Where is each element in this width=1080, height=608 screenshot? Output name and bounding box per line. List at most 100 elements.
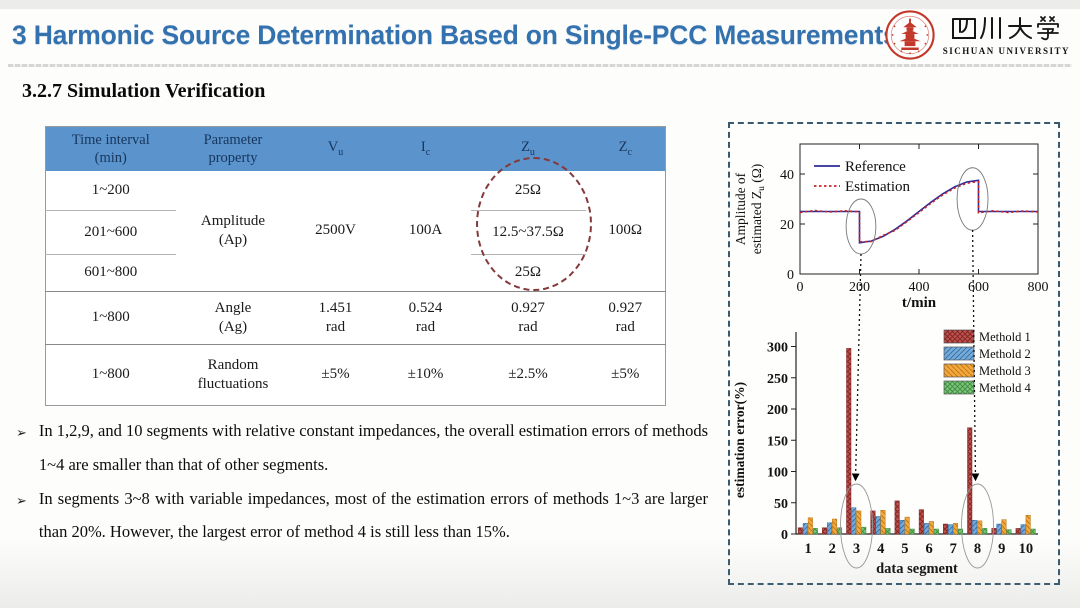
bar-seg5-m4 [909, 528, 915, 535]
x-axis-label: data segment [876, 561, 958, 577]
bar-seg5-m2 [899, 520, 905, 535]
x-tick-label: 0 [797, 280, 804, 295]
x-tick-label: 7 [950, 541, 957, 557]
x-tick-label: 600 [968, 280, 989, 295]
bar-seg6-m3 [928, 521, 934, 535]
bar-seg8-m3 [977, 520, 983, 535]
col-vu: Vu [290, 126, 381, 172]
university-logo: 四川大學 SICHUAN UNIVERSITY [884, 8, 1070, 62]
simulation-parameters-table: Time interval (min) Parameter property Vu … [45, 126, 666, 406]
cell-zu: 25Ω [470, 254, 586, 292]
segment-highlight-ellipse [840, 483, 873, 569]
col-time-interval: Time interval (min) [45, 126, 176, 172]
bar-seg2-m2 [827, 522, 833, 535]
x-tick-label: 9 [998, 541, 1005, 557]
y-tick-label: 40 [780, 168, 794, 183]
cell-interval: 1~200 [45, 171, 176, 211]
col-parameter-property: Parameter property [175, 126, 291, 172]
bar-seg7-m1 [943, 523, 949, 535]
cell-ic: 0.524 rad [380, 291, 471, 345]
cell-ic: ±10% [407, 366, 444, 382]
bar-seg1-m4 [812, 528, 818, 535]
y-axis-label: Amplitude of [733, 172, 748, 245]
bar-seg9-m3 [1001, 519, 1007, 535]
bar-seg8-m2 [972, 520, 978, 535]
bullet-text: In segments 3~8 with variable impedances… [38, 488, 708, 542]
bar-seg10-m2 [1020, 524, 1026, 535]
cell-property: Amplitude (Ap) [175, 171, 291, 292]
cell-zu: 25Ω [470, 171, 586, 211]
y-tick-label: 250 [767, 372, 788, 387]
x-tick-label: 5 [901, 541, 908, 557]
cell-vu: 2500V [290, 171, 381, 292]
cell-property: Angle (Ag) [175, 291, 291, 345]
y-tick-label: 150 [767, 434, 788, 449]
legend-label: Methold 2 [979, 347, 1031, 361]
bar-seg7-m2 [948, 524, 954, 535]
bar-seg2-m1 [822, 527, 828, 535]
header-divider [8, 64, 1072, 67]
bar-seg8-m4 [982, 528, 988, 535]
bar-seg6-m1 [918, 509, 924, 535]
impedance-line-chart: 0 200 400 600 800 0 20 40 t/min Amplitude of estim… [733, 143, 1049, 311]
x-tick-label: 3 [853, 541, 860, 557]
y-tick-label: 50 [774, 497, 788, 512]
cell-zu: 12.5~37.5Ω [470, 210, 586, 255]
y-tick-label: 20 [780, 218, 794, 233]
legend-label: Methold 3 [979, 364, 1031, 378]
university-name-english: SICHUAN UNIVERSITY [942, 46, 1070, 56]
bar-seg10-m3 [1025, 515, 1031, 535]
series-estimation [799, 180, 1039, 243]
bar-seg2-m4 [837, 527, 843, 535]
bar-seg10-m1 [1015, 528, 1021, 535]
bar-seg4-m1 [870, 510, 876, 535]
x-tick-label: 800 [1028, 280, 1049, 295]
slide-title: 3 Harmonic Source Determination Based on… [12, 20, 898, 50]
cell-vu: 1.451 rad [290, 291, 381, 345]
cell-interval: 601~800 [45, 254, 176, 292]
bullet-arrow-icon: ➢ [16, 493, 27, 509]
connector-arrow-2 [971, 229, 980, 482]
bar-seg1-m1 [797, 527, 803, 535]
legend-label: Reference [845, 159, 906, 175]
bar-seg3-m4 [861, 526, 867, 535]
list-item: ➢ In 1,2,9, and 10 segments with relativ… [16, 414, 708, 482]
university-seal-icon [885, 10, 935, 60]
y-axis-label: estimation error(%) [732, 382, 747, 498]
bar-seg1-m2 [802, 523, 808, 535]
seal-ring-dots [891, 25, 928, 55]
bar-seg3-m2 [851, 507, 857, 535]
y-tick-label: 0 [787, 268, 794, 283]
connector-arrows [851, 229, 980, 482]
table-row: 1~200 Amplitude (Ap) 2500V 100A 25Ω 100Ω [45, 171, 666, 292]
bar-seg10-m4 [1030, 528, 1036, 535]
cell-zu: 0.927 rad [470, 291, 586, 345]
segment-highlight-ellipse [961, 483, 994, 569]
y-tick-label: 100 [767, 466, 788, 481]
x-tick-label: 4 [877, 541, 884, 557]
cell-vu: ±5% [321, 366, 350, 382]
bar-seg8-m1 [967, 427, 973, 535]
col-ic: Ic [380, 126, 471, 172]
col-zc: Zc [585, 126, 666, 172]
table-row: 201~600 12.5~37.5Ω [45, 210, 666, 255]
bar-seg5-m1 [894, 500, 900, 535]
bullet-text: In 1,2,9, and 10 segments with relative … [38, 421, 708, 474]
cell-zc: 100Ω [585, 171, 666, 292]
bar-seg6-m4 [933, 528, 939, 535]
list-item: ➢ In segments 3~8 with variable impedanc… [16, 482, 708, 550]
slide-top-strip [0, 0, 1080, 9]
bar-seg9-m1 [991, 528, 997, 535]
bar-seg9-m4 [1006, 529, 1012, 535]
bar-seg4-m4 [885, 528, 891, 535]
bar-seg2-m3 [832, 518, 838, 535]
bar-seg7-m3 [953, 523, 959, 535]
bar-seg4-m3 [880, 510, 886, 535]
y-tick-label: 0 [781, 528, 788, 543]
x-tick-label: 400 [909, 280, 930, 295]
section-title: 3.2.7 Simulation Verification [22, 80, 266, 102]
bar-seg7-m4 [958, 528, 964, 535]
y-axis-label: estimated Zu (Ω) [749, 164, 767, 255]
